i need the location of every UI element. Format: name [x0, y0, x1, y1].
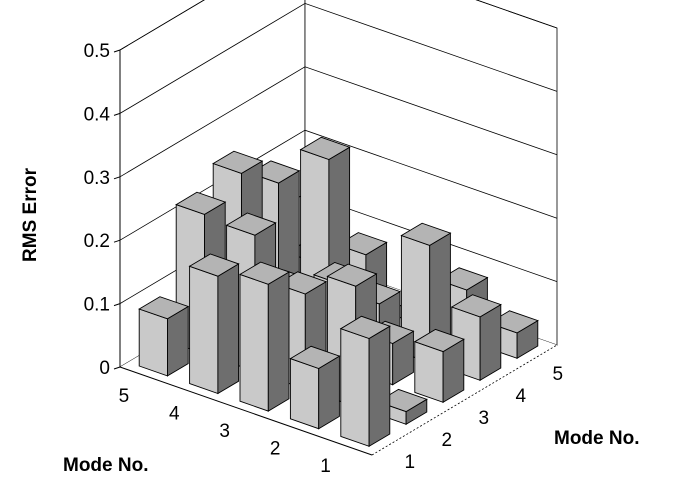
- bar-top-face: [138, 296, 190, 320]
- bar-top-face: [400, 222, 452, 246]
- z-tick-mark: [113, 366, 121, 370]
- y-tick-label: 5: [119, 386, 130, 407]
- chart-tick-labels: 0 0.1 0.2 0.3 0.4 0.5 1 2 3 4 5 1 2 3 4 5: [84, 41, 564, 477]
- y-tick-label: 1: [320, 456, 331, 477]
- z-tick-mark: [113, 239, 121, 243]
- bar: [289, 345, 341, 430]
- bar: [339, 315, 391, 448]
- bar: [238, 261, 291, 412]
- bar-top-face: [299, 136, 351, 160]
- bar-left-face: [414, 341, 444, 403]
- bar-top-face: [225, 212, 277, 236]
- bar-left-face: [189, 265, 219, 395]
- bar-top-face: [413, 328, 465, 353]
- bar-top-face: [188, 253, 240, 277]
- bar-right-face: [479, 303, 502, 382]
- floor-edge-left: [119, 366, 373, 456]
- bar: [188, 253, 240, 395]
- z-tick-label: 0: [99, 358, 110, 379]
- x-axis-title: Mode No.: [554, 428, 640, 449]
- z-tick-mark: [113, 176, 121, 180]
- x-tick-label: 1: [405, 452, 416, 473]
- z-tick-label: 0.4: [84, 104, 111, 125]
- x-tick-label: 3: [479, 408, 490, 429]
- x-tick-label: 4: [516, 386, 527, 407]
- bar-top-face: [238, 261, 291, 285]
- chart-bars: [138, 136, 539, 448]
- y-axis-title: Mode No.: [63, 455, 149, 476]
- y-tick-label: 4: [169, 403, 180, 424]
- bar-right-face: [368, 325, 391, 448]
- bar: [413, 328, 465, 404]
- bar-top-face: [326, 263, 378, 287]
- z-tick-mark: [113, 49, 121, 53]
- bar-top-face: [212, 150, 264, 174]
- z-tick-label: 0.5: [84, 41, 110, 62]
- z-tick-label: 0.1: [84, 295, 110, 316]
- bar-top-face: [450, 294, 502, 318]
- bar-top-face: [175, 191, 227, 215]
- z-tick-label: 0.2: [84, 231, 110, 252]
- bar-top-face: [339, 315, 391, 339]
- bar-left-face: [138, 308, 168, 377]
- z-tick-mark: [113, 303, 121, 307]
- gridline: [119, 66, 558, 178]
- bar-right-face: [267, 271, 290, 412]
- bar-left-face: [340, 328, 370, 447]
- bar-left-face: [289, 357, 320, 430]
- y-tick-label: 3: [219, 421, 230, 442]
- z-tick-mark: [113, 112, 121, 116]
- gridline: [119, 0, 558, 51]
- z-axis-title: RMS Error: [20, 167, 41, 262]
- x-tick-label: 2: [442, 430, 453, 451]
- y-tick-label: 2: [270, 439, 281, 460]
- z-tick-label: 0.3: [84, 168, 110, 189]
- bar-top-face: [289, 345, 341, 369]
- bar: [138, 296, 190, 377]
- gridline: [119, 2, 558, 114]
- bar-right-face: [217, 263, 240, 395]
- x-tick-label: 5: [553, 364, 564, 385]
- bar-left-face: [239, 273, 269, 412]
